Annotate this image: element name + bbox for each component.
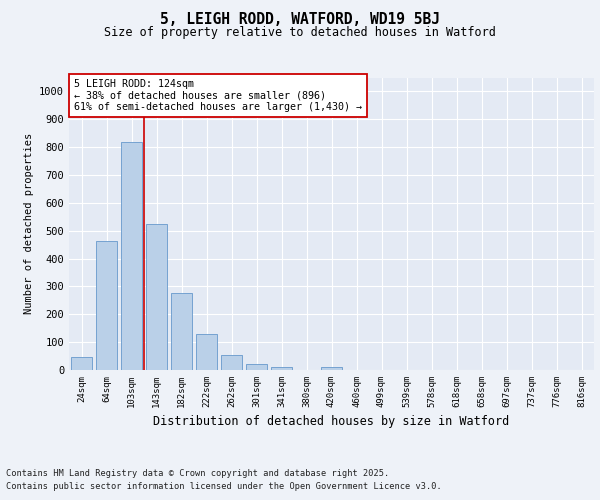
Bar: [221, 355, 242, 370]
Bar: [121, 142, 142, 370]
X-axis label: Distribution of detached houses by size in Watford: Distribution of detached houses by size …: [154, 416, 509, 428]
Text: Size of property relative to detached houses in Watford: Size of property relative to detached ho…: [104, 26, 496, 39]
Bar: [146, 224, 167, 370]
Bar: [171, 294, 192, 370]
Bar: [71, 358, 92, 370]
Y-axis label: Number of detached properties: Number of detached properties: [23, 133, 34, 314]
Bar: [321, 367, 342, 370]
Text: Contains HM Land Registry data © Crown copyright and database right 2025.: Contains HM Land Registry data © Crown c…: [6, 468, 389, 477]
Bar: [246, 364, 267, 370]
Bar: [196, 334, 217, 370]
Bar: [96, 241, 117, 370]
Text: 5, LEIGH RODD, WATFORD, WD19 5BJ: 5, LEIGH RODD, WATFORD, WD19 5BJ: [160, 12, 440, 28]
Bar: [271, 367, 292, 370]
Text: Contains public sector information licensed under the Open Government Licence v3: Contains public sector information licen…: [6, 482, 442, 491]
Text: 5 LEIGH RODD: 124sqm
← 38% of detached houses are smaller (896)
61% of semi-deta: 5 LEIGH RODD: 124sqm ← 38% of detached h…: [74, 79, 362, 112]
